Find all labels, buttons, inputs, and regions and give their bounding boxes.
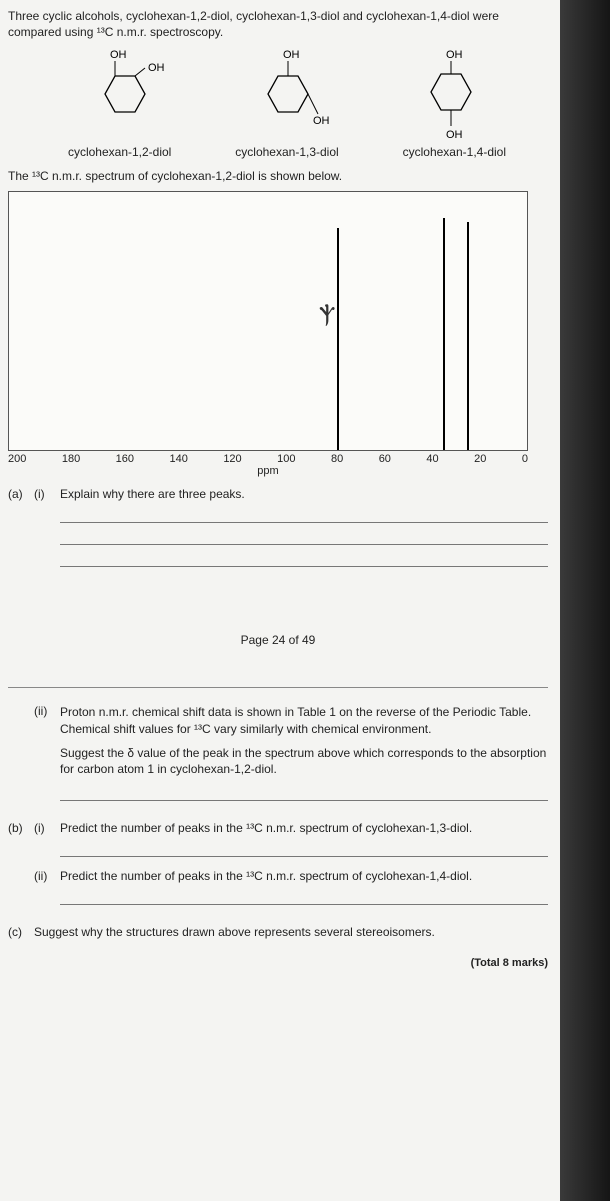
axis-tick: 140 [169,453,187,465]
molecule-14-diol: OH OH [396,46,516,141]
context-line: The ¹³C n.m.r. spectrum of cyclohexan-1,… [8,169,548,183]
axis-tick: 0 [522,453,528,465]
divider [8,687,548,688]
axis-tick: 20 [474,453,486,465]
oh-label: OH [446,49,463,61]
q-sub-bi: (i) [34,821,60,863]
answer-line[interactable] [60,529,548,545]
axis-tick: 80 [331,453,343,465]
q-text-bi: Predict the number of peaks in the ¹³C n… [60,821,548,835]
oh-label: OH [283,49,300,61]
q-text-aii-1: Proton n.m.r. chemical shift data is sho… [60,704,548,736]
molecule-names: cyclohexan-1,2-diol cyclohexan-1,3-diol … [36,145,538,159]
axis-tick: 200 [8,453,26,465]
q-num-a: (a) [8,487,34,573]
q-text-aii-2: Suggest the δ value of the peak in the s… [60,745,548,777]
axis-tick: 40 [426,453,438,465]
axis-tick: 100 [277,453,295,465]
oh-label: OH [148,62,165,74]
oh-label: OH [313,115,330,127]
axis-tick: 60 [379,453,391,465]
answer-line[interactable] [60,841,548,857]
exam-page: Three cyclic alcohols, cyclohexan-1,2-di… [0,0,560,1201]
q-num-b: (b) [8,821,34,863]
answer-line[interactable] [60,889,548,905]
page-number: Page 24 of 49 [8,633,548,647]
molecule-13-diol: OH OH [233,46,353,141]
q-sub-ai: (i) [34,487,60,573]
answer-line[interactable] [60,551,548,567]
q-sub-bii: (ii) [34,869,60,911]
oh-label: OH [110,49,127,61]
total-marks: (Total 8 marks) [8,957,548,969]
mol-name-2: cyclohexan-1,3-diol [217,145,357,159]
bracket-marker: Ⲯ [319,302,335,328]
intro-text: Three cyclic alcohols, cyclohexan-1,2-di… [8,8,548,40]
q-sub-aii: (ii) [34,704,60,807]
q-text-bii: Predict the number of peaks in the ¹³C n… [60,869,548,883]
nmr-peak [337,228,339,450]
x-axis-ticks: 200180160140120100806040200 [8,453,528,465]
answer-line[interactable] [60,507,548,523]
mol-name-3: cyclohexan-1,4-diol [384,145,524,159]
axis-tick: 120 [223,453,241,465]
q-text-ai: Explain why there are three peaks. [60,487,548,501]
nmr-spectrum: Ⲯ [8,191,528,451]
oh-label: OH [446,129,463,141]
molecule-row: OH OH OH OH OH OH [48,46,538,141]
q-text-c: Suggest why the structures drawn above r… [34,925,548,939]
q-num-c: (c) [8,925,34,939]
answer-line[interactable] [60,785,548,801]
nmr-peak [443,218,445,450]
axis-tick: 180 [62,453,80,465]
nmr-peak [467,222,469,450]
x-axis-label: ppm [8,465,528,477]
mol-name-1: cyclohexan-1,2-diol [50,145,190,159]
axis-tick: 160 [116,453,134,465]
molecule-12-diol: OH OH [70,46,190,141]
